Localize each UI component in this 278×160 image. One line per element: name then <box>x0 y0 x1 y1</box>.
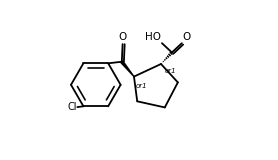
Text: or1: or1 <box>136 83 148 89</box>
Text: HO: HO <box>145 32 161 42</box>
Text: Cl: Cl <box>67 102 76 112</box>
Polygon shape <box>121 61 134 77</box>
Text: or1: or1 <box>164 68 176 74</box>
Text: O: O <box>118 32 127 42</box>
Text: O: O <box>182 32 191 42</box>
